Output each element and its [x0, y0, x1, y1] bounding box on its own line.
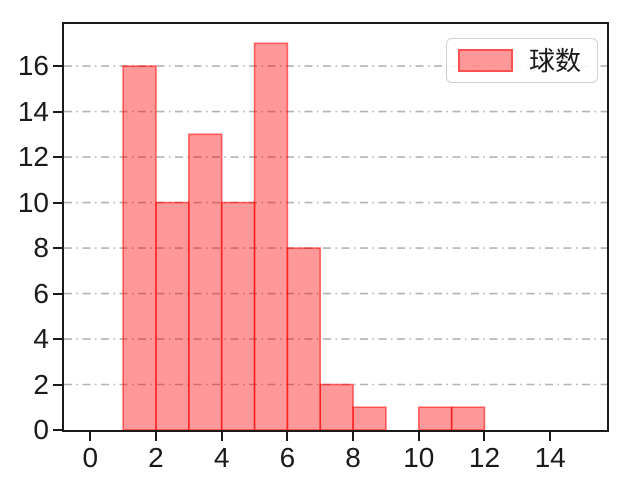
y-tick-mark: [53, 201, 62, 204]
x-tick-label: 0: [82, 442, 99, 473]
y-tick-mark: [53, 338, 62, 341]
y-tick-mark: [53, 110, 62, 113]
histogram-bar: [450, 406, 486, 430]
histogram-bar: [122, 65, 157, 430]
y-tick-label: 0: [33, 414, 49, 445]
y-tick-mark: [53, 429, 62, 431]
y-tick-label: 8: [33, 232, 49, 264]
y-tick-label: 12: [17, 141, 49, 173]
y-tick-mark: [53, 292, 62, 295]
x-tick-mark: [286, 432, 289, 441]
legend: 球数: [446, 38, 598, 83]
legend-swatch: [458, 49, 513, 72]
legend-label: 球数: [529, 45, 582, 76]
histogram-bar: [417, 406, 453, 430]
x-tick-label: 10: [403, 442, 435, 473]
histogram-bar: [352, 406, 387, 430]
histogram-bar: [319, 383, 354, 430]
plot-canvas: [64, 42, 607, 430]
x-tick-label: 4: [213, 442, 230, 473]
y-tick-mark: [53, 156, 62, 159]
histogram-bar: [155, 201, 190, 430]
x-tick-label: 12: [468, 442, 501, 473]
y-tick-mark: [53, 247, 62, 250]
y-tick-label: 16: [17, 50, 49, 82]
y-tick-label: 10: [17, 186, 49, 218]
plot-area: 球数: [62, 22, 609, 432]
y-tick-label: 4: [33, 323, 49, 355]
histogram-bar: [286, 247, 322, 430]
y-tick-mark: [53, 383, 62, 386]
x-tick-label: 8: [345, 442, 361, 473]
x-tick-mark: [89, 432, 92, 441]
y-tick-mark: [53, 65, 62, 68]
x-tick-label: 2: [148, 442, 164, 473]
histogram-bar: [188, 133, 223, 430]
x-tick-mark: [154, 432, 157, 441]
x-tick-label: 14: [534, 442, 566, 473]
histogram-bar: [220, 201, 256, 430]
y-tick-label: 6: [33, 277, 49, 309]
y-tick-label: 14: [17, 95, 49, 127]
histogram-bar: [253, 42, 289, 430]
x-tick-mark: [483, 432, 486, 441]
x-tick-label: 6: [279, 442, 296, 473]
x-tick-mark: [417, 432, 420, 441]
x-tick-mark: [352, 432, 355, 441]
y-tick-label: 2: [33, 368, 49, 400]
x-tick-mark: [549, 432, 552, 441]
x-tick-mark: [220, 432, 223, 441]
